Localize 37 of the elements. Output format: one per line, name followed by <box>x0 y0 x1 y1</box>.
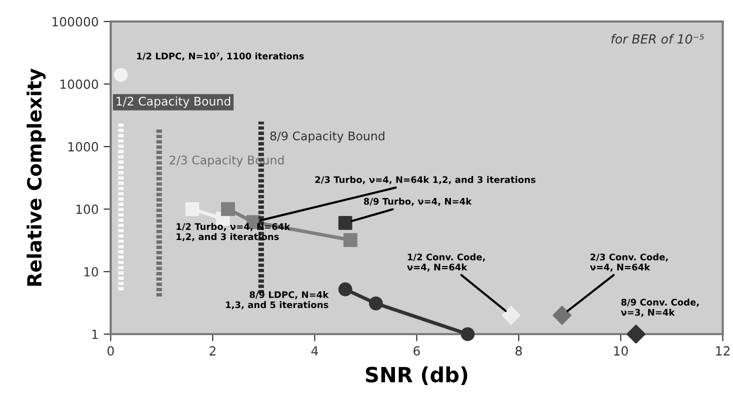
series-label: 2/3 Capacity Bound <box>170 155 284 167</box>
y-tick-label: 1000 <box>68 142 98 152</box>
y-tick-label: 100000 <box>52 16 98 26</box>
series-label: 8/9 Conv. Code, ν=3, N=4k <box>620 298 699 317</box>
x-tick-label: 6 <box>414 346 420 356</box>
point <box>114 68 128 82</box>
y-tick-label: 10000 <box>60 80 98 89</box>
series-label: 8/9 LDPC, N=4k 1,3, and 5 iterations <box>226 291 329 310</box>
text: 2/3 Conv. Code, ν=4, N=64k <box>590 253 668 272</box>
point <box>185 202 200 216</box>
point <box>338 282 352 296</box>
series-label: 8/9 Capacity Bound <box>270 131 384 143</box>
point <box>502 306 521 325</box>
series-label: 1/2 Capacity Bound <box>116 96 230 108</box>
y-tick-label: 10 <box>84 267 98 277</box>
x-tick-label: 8 <box>516 346 522 356</box>
x-tick-label: 10 <box>614 346 628 356</box>
point <box>460 327 475 342</box>
point <box>368 296 383 310</box>
y-tick-label: 100 <box>76 204 98 214</box>
x-tick-label: 4 <box>311 346 318 356</box>
annotation: for BER of 10⁻⁵ <box>611 34 704 44</box>
text: 2/3 Turbo, ν=4, N=64k 1,2, and 3 iterations <box>315 176 536 184</box>
text: 1/2 Conv. Code, ν=4, N=64k <box>407 253 485 272</box>
point <box>221 202 235 216</box>
series-label: 1/2 LDPC, N=10⁷, 1100 iterations <box>137 52 304 61</box>
point <box>626 324 646 344</box>
x-tick-label: 0 <box>108 346 114 356</box>
x-tick-label: 2 <box>210 346 216 356</box>
point <box>343 233 358 247</box>
point <box>338 216 352 230</box>
point <box>552 306 572 325</box>
x-tick-label: 12 <box>716 346 730 356</box>
y-axis-title: Relative Complexity <box>26 68 46 286</box>
series-label: 8/9 Turbo, ν=4, N=4k <box>364 198 472 206</box>
x-axis-title: SNR (db) <box>366 366 468 385</box>
y-tick-label: 1 <box>92 330 98 339</box>
